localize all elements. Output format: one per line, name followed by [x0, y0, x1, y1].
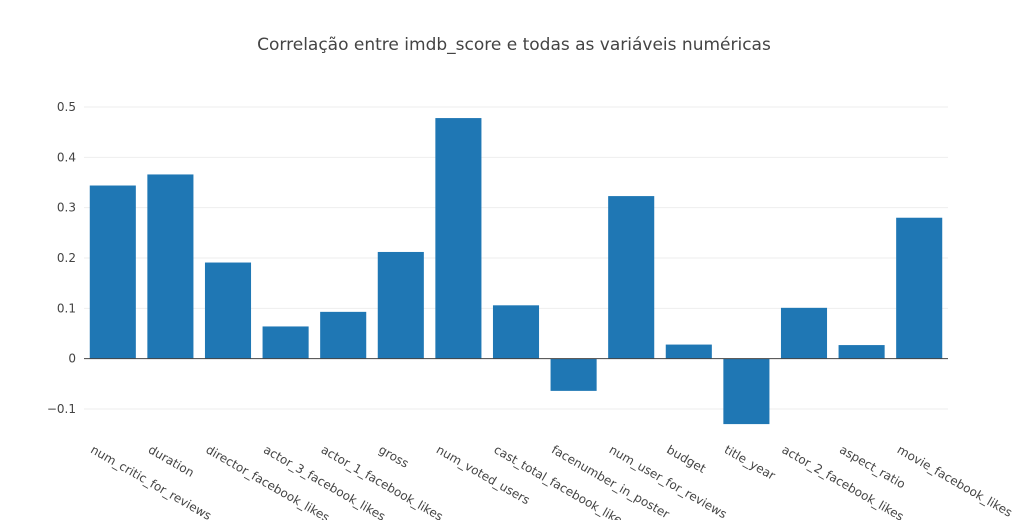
y-tick-label: 0.3 — [57, 201, 76, 215]
bars — [89, 118, 943, 425]
bar[interactable] — [492, 305, 540, 359]
bar[interactable] — [838, 345, 885, 359]
y-tick-label: 0.1 — [57, 301, 76, 315]
bar[interactable] — [550, 358, 597, 391]
bar[interactable] — [262, 326, 309, 359]
bar[interactable] — [780, 307, 828, 359]
y-tick-label: 0.5 — [57, 100, 76, 114]
x-tick-label: gross — [376, 442, 411, 470]
bar[interactable] — [723, 358, 770, 425]
x-tick-label: title_year — [722, 442, 778, 482]
bar[interactable] — [435, 118, 482, 359]
bar[interactable] — [896, 217, 943, 359]
x-tick-label: budget — [664, 442, 708, 476]
bar[interactable] — [665, 344, 712, 359]
x-tick-label: movie_facebook_likes — [895, 442, 1015, 519]
bar[interactable] — [204, 262, 252, 359]
chart-title: Correlação entre imdb_score e todas as v… — [257, 35, 771, 55]
y-tick-label: −0.1 — [47, 402, 76, 416]
y-tick-label: 0.4 — [57, 150, 76, 164]
y-tick-label: 0 — [68, 352, 76, 366]
bar[interactable] — [147, 174, 194, 359]
y-tick-label: 0.2 — [57, 251, 76, 265]
y-gridlines — [84, 106, 948, 410]
y-axis-ticks: −0.1 0 0.1 0.2 0.3 0.4 0.5 — [47, 100, 76, 416]
bar[interactable] — [377, 251, 424, 359]
bar[interactable] — [320, 311, 367, 359]
x-tick-label: num_voted_users — [434, 442, 532, 507]
bar[interactable] — [89, 185, 136, 359]
bar[interactable] — [608, 196, 655, 359]
x-tick-label: duration — [146, 442, 197, 479]
